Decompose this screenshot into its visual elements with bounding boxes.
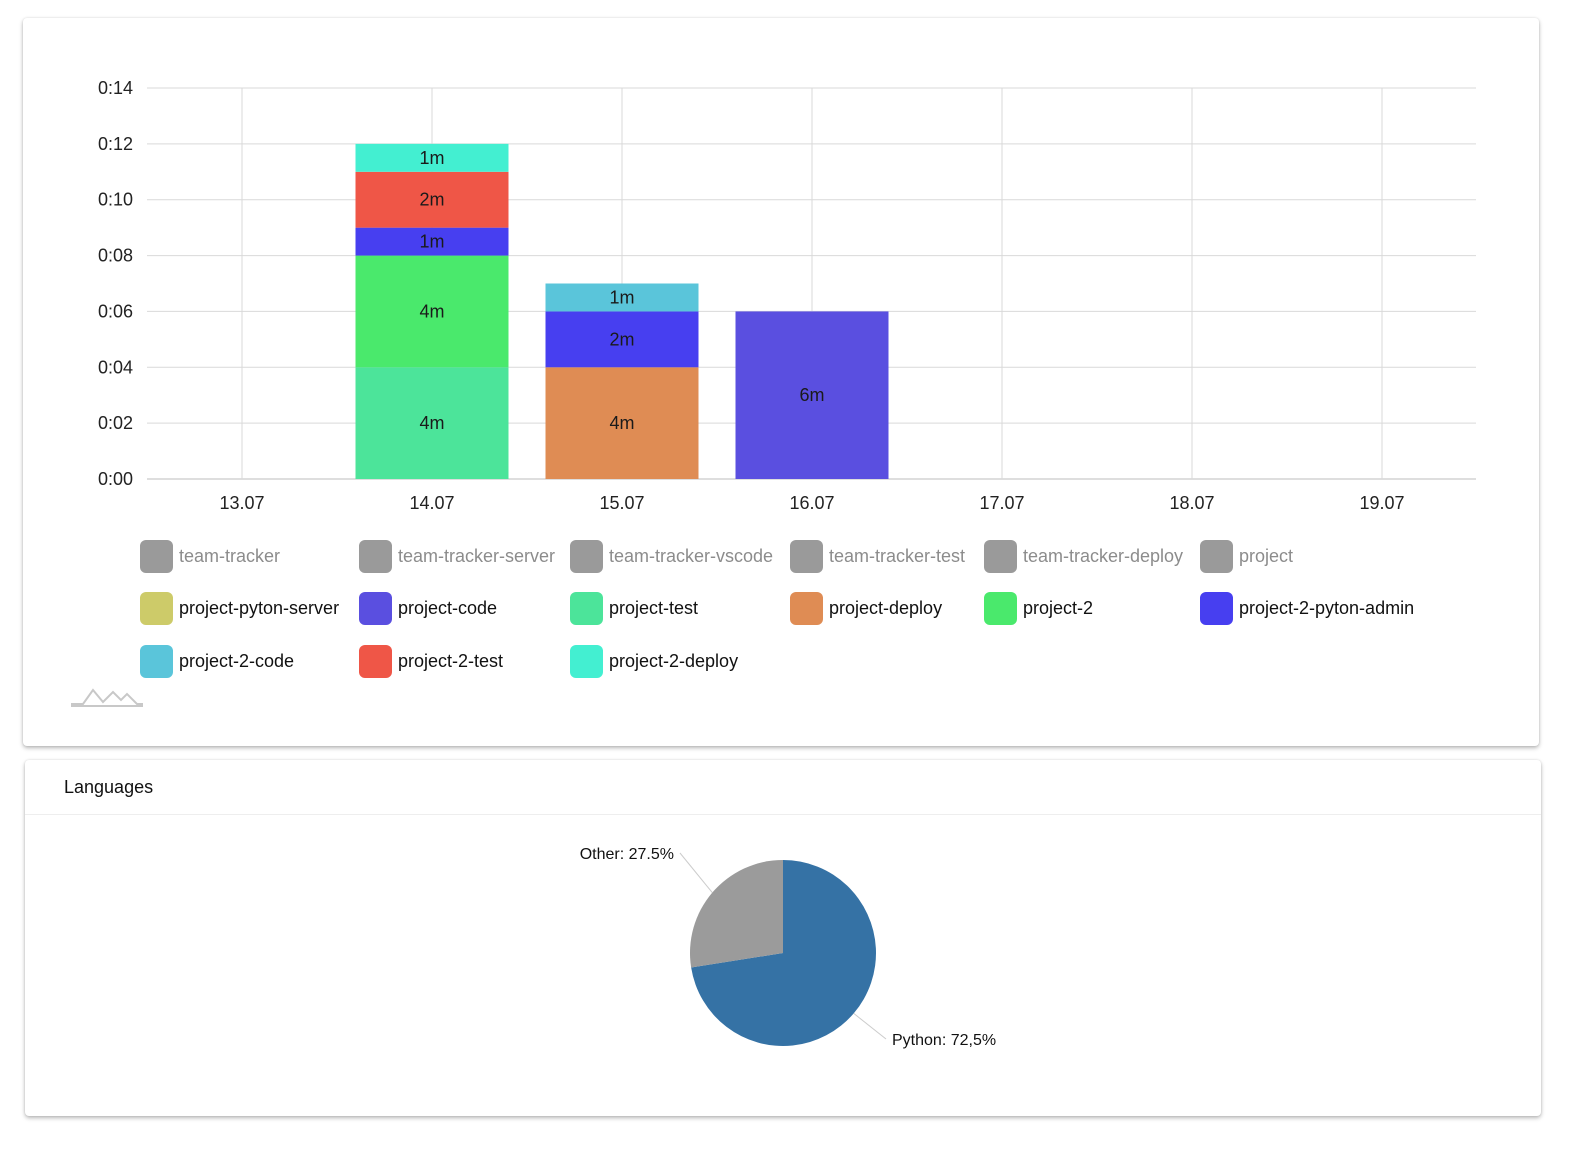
legend-label: project-code	[398, 598, 498, 618]
bar-segment-project-2-pyton-admin[interactable]	[355, 227, 509, 256]
y-tick-label: 0:00	[98, 469, 133, 489]
pie-label-other: Other: 27.5%	[580, 846, 674, 863]
bar-segment-project-2-test[interactable]	[355, 171, 509, 228]
legend-swatch	[984, 539, 1017, 573]
legend-label: project-test	[609, 598, 699, 618]
legend-item-project-2-deploy[interactable]: project-2-deploy	[570, 644, 738, 678]
legend-item-project-code[interactable]: project-code	[359, 592, 497, 626]
legend-item-project-pyton-server[interactable]: project-pyton-server	[140, 592, 339, 626]
stacked-bar-chart: 0:00 0:02 0:04 0:06 0:08 0:10 0:12 0:14 13.07 14.…	[98, 78, 1476, 513]
legend-swatch	[790, 592, 823, 625]
x-tick-label: 18.07	[1169, 493, 1214, 513]
legend-label: project-2-pyton-admin	[1239, 598, 1415, 618]
languages-card: Languages Python: 72,5% Other: 27.5%	[25, 760, 1541, 1116]
legend-swatch	[359, 539, 392, 573]
bar-segment-project-2-pyton-admin[interactable]	[545, 311, 699, 368]
legend-swatch	[1200, 539, 1233, 573]
bar-segment-project-2-code[interactable]	[545, 283, 699, 312]
pie-leader-line	[853, 1013, 887, 1040]
legend-swatch	[140, 592, 173, 625]
bar-data-label: 2m	[609, 329, 634, 349]
legend-label: project-2	[1023, 598, 1094, 618]
legend-label: project-2-deploy	[609, 650, 739, 671]
legend-item-team-tracker-vscode[interactable]: team-tracker-vscode	[570, 539, 773, 573]
y-tick-label: 0:12	[98, 134, 133, 154]
legend-label: team-tracker-server	[398, 545, 556, 566]
legend-swatch	[570, 539, 603, 573]
languages-pie-chart: Python: 72,5% Other: 27.5%	[580, 846, 996, 1049]
y-tick-label: 0:14	[98, 78, 133, 98]
x-tick-label: 16.07	[789, 493, 834, 513]
legend-swatch	[570, 644, 603, 678]
bar-segment-project-test[interactable]	[355, 367, 509, 479]
legend-label: team-tracker-vscode	[609, 545, 774, 566]
legend-label: project-2-test	[398, 650, 504, 671]
legend-item-team-tracker[interactable]: team-tracker	[140, 539, 280, 573]
legend-swatch	[570, 592, 603, 625]
y-tick-label: 0:02	[98, 413, 133, 433]
bar-segment-project-code[interactable]	[735, 311, 889, 479]
legend-label: project-pyton-server	[179, 598, 340, 618]
y-tick-label: 0:06	[98, 301, 133, 321]
legend-item-team-tracker-test[interactable]: team-tracker-test	[790, 539, 965, 573]
x-tick-label: 13.07	[219, 493, 264, 513]
legend-item-project-2-pyton-admin[interactable]: project-2-pyton-admin	[1200, 592, 1414, 626]
bar-data-label: 1m	[609, 287, 634, 307]
x-tick-label: 15.07	[599, 493, 644, 513]
legend-swatch	[359, 644, 392, 678]
legend-swatch	[790, 539, 823, 573]
legend-item-project-2-code[interactable]: project-2-code	[140, 644, 294, 678]
legend-swatch	[984, 592, 1017, 625]
bar-segment-project-2[interactable]	[355, 255, 509, 368]
legend-item-project-deploy[interactable]: project-deploy	[790, 592, 942, 626]
legend-label: project-deploy	[829, 598, 943, 618]
legend-item-team-tracker-server[interactable]: team-tracker-server	[359, 539, 555, 573]
time-chart-card: 0:00 0:02 0:04 0:06 0:08 0:10 0:12 0:14 13.07 14.…	[23, 18, 1539, 746]
legend-label: team-tracker	[179, 545, 281, 566]
y-tick-label: 0:08	[98, 246, 133, 266]
x-tick-label: 19.07	[1359, 493, 1404, 513]
bar-data-label: 2m	[419, 190, 444, 210]
pie-label-python: Python: 72,5%	[892, 1032, 996, 1049]
x-tick-label: 14.07	[409, 493, 454, 513]
legend-label: project	[1239, 545, 1294, 566]
legend-swatch	[140, 644, 173, 678]
chart-logo-icon	[71, 688, 143, 707]
bar-data-label: 1m	[419, 148, 444, 168]
legend-swatch	[359, 592, 392, 625]
languages-title: Languages	[64, 777, 154, 797]
legend-swatch	[1200, 592, 1233, 625]
pie-leader-line	[679, 852, 713, 893]
pie-slice-other[interactable]	[690, 860, 783, 968]
languages-card-header: Languages	[25, 760, 1541, 815]
legend-label: team-tracker-test	[829, 545, 966, 566]
bar-segment-project-2-deploy[interactable]	[355, 143, 509, 172]
legend-label: team-tracker-deploy	[1023, 545, 1184, 566]
bar-segment-project-deploy[interactable]	[545, 367, 699, 479]
y-tick-label: 0:04	[98, 357, 133, 377]
bar-data-label: 4m	[609, 413, 634, 433]
bar-data-label: 6m	[799, 385, 824, 405]
legend-item-project-test[interactable]: project-test	[570, 592, 698, 626]
legend-item-project-2-test[interactable]: project-2-test	[359, 644, 503, 678]
legend-swatch	[140, 539, 173, 573]
legend-item-team-tracker-deploy[interactable]: team-tracker-deploy	[984, 539, 1183, 573]
bar-data-label: 1m	[419, 232, 444, 252]
bar-data-label: 4m	[419, 413, 444, 433]
legend-item-project-2[interactable]: project-2	[984, 592, 1093, 626]
legend-label: project-2-code	[179, 650, 295, 671]
bar-data-label: 4m	[419, 301, 444, 321]
y-tick-label: 0:10	[98, 190, 133, 210]
legend-item-project[interactable]: project	[1200, 539, 1293, 573]
x-tick-label: 17.07	[979, 493, 1024, 513]
pie-slice-python[interactable]	[691, 860, 876, 1046]
